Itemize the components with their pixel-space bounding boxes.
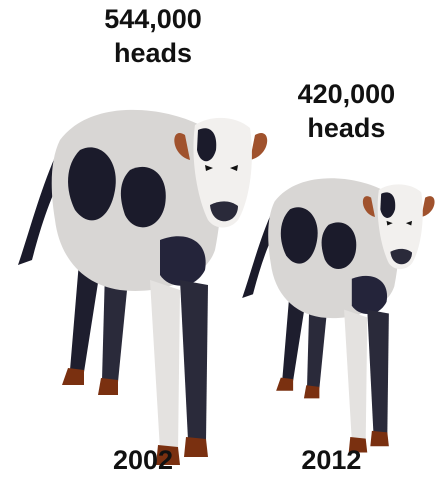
cow-ear: [421, 196, 434, 217]
cow-hoof: [62, 368, 84, 385]
chart: 544,000 heads 2002 420,000 heads 2012: [0, 0, 436, 478]
value-label: 420,000 heads: [281, 77, 411, 145]
page: 544,000 heads2002420,000 heads2012 (() =…: [0, 0, 436, 478]
value-label: 544,000 heads: [88, 2, 218, 70]
cow-leg: [150, 280, 180, 452]
category-label: 2012: [271, 445, 391, 476]
cow-leg: [180, 280, 208, 442]
cow-hoof: [98, 378, 118, 395]
cow-hoof: [370, 431, 389, 446]
cow-hoof: [276, 378, 293, 391]
cow-leg: [344, 310, 367, 443]
cow-spot: [322, 222, 357, 269]
cow-spot: [380, 192, 395, 218]
cow-leg: [367, 310, 389, 435]
category-label: 2002: [83, 445, 203, 476]
cow: [18, 110, 267, 465]
cow-spot: [121, 167, 166, 227]
cow-hoof: [304, 385, 319, 398]
pictograph: [0, 0, 436, 478]
cow-spot: [197, 128, 216, 161]
cow-ear: [250, 133, 267, 160]
cow: [242, 178, 434, 452]
